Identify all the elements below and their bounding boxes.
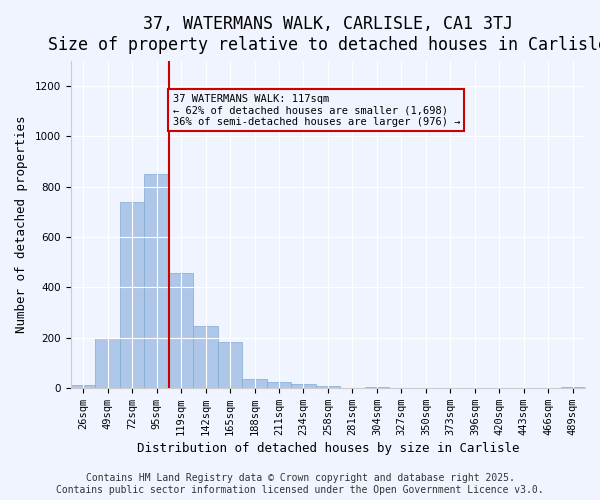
Bar xyxy=(242,379,267,388)
X-axis label: Distribution of detached houses by size in Carlisle: Distribution of detached houses by size … xyxy=(137,442,519,455)
Y-axis label: Number of detached properties: Number of detached properties xyxy=(15,116,28,333)
Bar xyxy=(218,342,242,388)
Bar xyxy=(316,386,340,388)
Title: 37, WATERMANS WALK, CARLISLE, CA1 3TJ
Size of property relative to detached hous: 37, WATERMANS WALK, CARLISLE, CA1 3TJ Si… xyxy=(48,15,600,54)
Text: 37 WATERMANS WALK: 117sqm
← 62% of detached houses are smaller (1,698)
36% of se: 37 WATERMANS WALK: 117sqm ← 62% of detac… xyxy=(173,94,460,127)
Bar xyxy=(169,274,193,388)
Text: Contains HM Land Registry data © Crown copyright and database right 2025.
Contai: Contains HM Land Registry data © Crown c… xyxy=(56,474,544,495)
Bar xyxy=(291,384,316,388)
Bar xyxy=(560,386,585,388)
Bar xyxy=(145,174,169,388)
Bar xyxy=(120,202,145,388)
Bar xyxy=(95,338,120,388)
Bar xyxy=(365,386,389,388)
Bar xyxy=(193,326,218,388)
Bar xyxy=(71,386,95,388)
Bar xyxy=(267,382,291,388)
